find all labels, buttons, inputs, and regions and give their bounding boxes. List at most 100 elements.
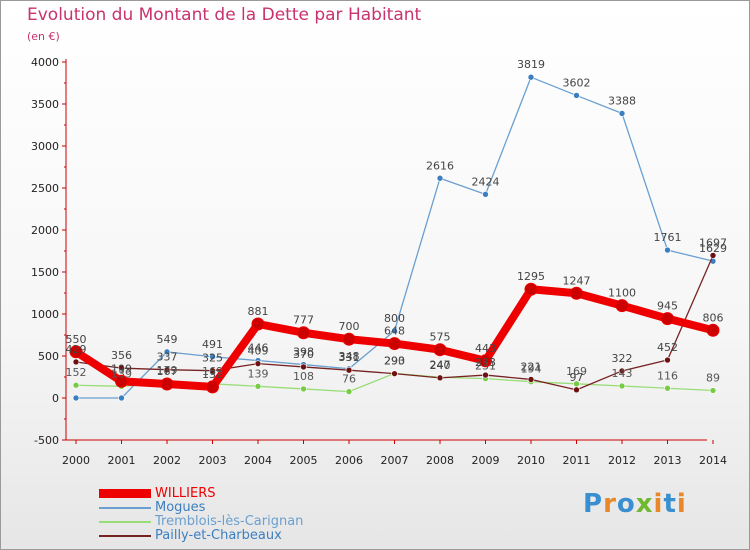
legend-label-williers: WILLIERS xyxy=(155,486,216,501)
data-point xyxy=(618,382,626,390)
data-label: 648 xyxy=(384,325,405,338)
legend-label-tremblois: Tremblois-lès-Carignan xyxy=(155,514,304,529)
data-label: 398 xyxy=(293,346,314,359)
data-point xyxy=(251,317,265,331)
data-label: 139 xyxy=(111,367,132,380)
data-label: 116 xyxy=(657,369,678,382)
data-point xyxy=(72,358,80,366)
data-point xyxy=(573,92,580,99)
data-point xyxy=(209,353,216,361)
data-label: 549 xyxy=(157,333,178,346)
data-point xyxy=(297,326,310,340)
data-label: 700 xyxy=(339,320,360,333)
data-label: 3819 xyxy=(517,58,545,71)
data-point xyxy=(482,371,489,379)
data-label: 409 xyxy=(248,345,269,358)
data-point xyxy=(709,387,717,394)
y-tick-label: 2500 xyxy=(31,182,59,195)
data-point xyxy=(391,370,398,377)
data-point xyxy=(300,363,307,371)
data-point xyxy=(661,312,674,326)
data-label: 89 xyxy=(706,372,720,385)
x-tick-label: 2004 xyxy=(244,454,272,467)
data-point xyxy=(433,343,447,357)
data-label: 76 xyxy=(342,373,356,386)
data-point xyxy=(163,348,171,356)
data-point xyxy=(391,327,398,335)
data-point xyxy=(160,377,174,391)
data-point xyxy=(206,380,219,394)
legend-label-mogues: Mogues xyxy=(155,500,206,515)
data-label: 337 xyxy=(157,351,178,364)
data-label: 3602 xyxy=(563,76,591,89)
data-point xyxy=(479,354,492,368)
y-tick-label: 3000 xyxy=(31,140,59,153)
x-tick-label: 2006 xyxy=(335,454,363,467)
data-point xyxy=(345,366,353,374)
logo-letter: x xyxy=(635,489,654,519)
data-label: 2424 xyxy=(472,175,500,188)
logo-letter: t xyxy=(663,489,677,519)
data-label: 2616 xyxy=(426,159,454,172)
x-tick-label: 2013 xyxy=(654,454,682,467)
data-point xyxy=(254,360,262,367)
x-tick-label: 2010 xyxy=(517,454,545,467)
x-tick-label: 2005 xyxy=(290,454,318,467)
data-label: 1697 xyxy=(699,236,727,249)
chart-subtitle: (en €) xyxy=(27,30,60,43)
data-point xyxy=(118,394,125,402)
x-tick-label: 2012 xyxy=(608,454,636,467)
data-point xyxy=(618,110,626,117)
x-tick-label: 2001 xyxy=(108,454,136,467)
data-label: 221 xyxy=(521,360,542,373)
data-label: 945 xyxy=(657,300,678,313)
proxiti-logo: Proxiti xyxy=(583,489,687,519)
data-point xyxy=(615,299,629,313)
data-label: 777 xyxy=(293,314,314,327)
data-label: 1629 xyxy=(699,242,727,255)
data-label: 231 xyxy=(475,360,496,373)
y-tick-label: 3500 xyxy=(31,98,59,111)
data-point xyxy=(436,374,444,382)
data-point xyxy=(664,246,671,254)
data-label: 293 xyxy=(384,354,405,367)
x-tick-label: 2007 xyxy=(381,454,409,467)
data-point xyxy=(388,337,401,351)
data-point xyxy=(706,323,720,337)
data-point xyxy=(209,367,216,375)
data-label: 143 xyxy=(612,367,633,380)
data-label: 446 xyxy=(248,342,269,355)
logo-letter: r xyxy=(603,489,617,519)
data-label: 800 xyxy=(384,312,405,325)
data-point xyxy=(163,366,171,373)
data-label: 331 xyxy=(339,351,360,364)
data-point xyxy=(664,356,671,364)
data-point xyxy=(118,364,125,372)
logo-letter: P xyxy=(583,489,604,519)
data-label: 167 xyxy=(157,365,178,378)
data-label: 322 xyxy=(612,352,633,365)
data-label: 240 xyxy=(430,359,451,372)
data-label: 429 xyxy=(66,343,87,356)
data-point xyxy=(69,345,83,359)
logo-letter: i xyxy=(653,489,664,519)
data-label: 179 xyxy=(157,364,178,377)
data-point xyxy=(345,388,353,395)
data-label: 132 xyxy=(202,368,223,381)
data-label: 199 xyxy=(111,362,132,375)
data-label: 1247 xyxy=(563,274,591,287)
data-label: 806 xyxy=(703,311,724,324)
data-label: 443 xyxy=(475,342,496,355)
data-label: 273 xyxy=(475,356,496,369)
data-label: 247 xyxy=(430,358,451,371)
x-tick-label: 2009 xyxy=(472,454,500,467)
data-point xyxy=(573,386,580,394)
chart-title: Evolution du Montant de la Dette par Hab… xyxy=(27,5,422,25)
data-label: 1100 xyxy=(608,287,636,300)
data-point xyxy=(72,381,80,389)
data-label: 3388 xyxy=(608,94,636,107)
data-label: 290 xyxy=(384,355,405,368)
legend-swatch-pailly xyxy=(99,535,151,537)
